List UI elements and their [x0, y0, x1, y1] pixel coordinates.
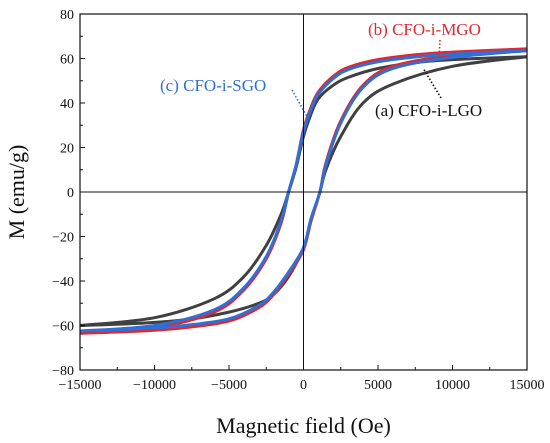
- annotation-layer: (b) CFO-i-MGO (c) CFO-i-SGO (a) CFO-i-LGO: [160, 20, 482, 121]
- x-tick-label: 15000: [510, 378, 545, 393]
- y-axis-title: M (emu/g): [4, 145, 29, 240]
- x-tick-label: −5000: [211, 378, 247, 393]
- annotation-leader-line: [422, 67, 442, 99]
- x-tick-label: 10000: [435, 378, 470, 393]
- y-tick-label: −20: [52, 231, 74, 246]
- axes-layer: −15000 −10000 −5000 0 5000 10000 15000 −80 −60 −4…: [4, 8, 545, 438]
- series-2-lower-branch: [79, 49, 528, 333]
- series-annotation-label: (a) CFO-i-LGO: [375, 101, 482, 120]
- annotation-leader-line: [438, 39, 441, 59]
- y-tick-label: −60: [52, 320, 74, 335]
- y-tick-label: 0: [67, 186, 74, 201]
- x-tick-label: −15000: [59, 378, 102, 393]
- y-tick-label: 20: [60, 142, 74, 157]
- x-tick-label: 5000: [364, 378, 392, 393]
- x-axis-title: Magnetic field (Oe): [216, 413, 391, 438]
- y-tick-label: −80: [52, 364, 74, 379]
- y-tick-label: 80: [60, 8, 74, 23]
- annotation-leader-line: [291, 89, 310, 121]
- y-tick-label: 40: [60, 97, 74, 112]
- series-annotation-label: (b) CFO-i-MGO: [368, 20, 481, 39]
- x-tick-label: −10000: [133, 378, 176, 393]
- x-tick-label: 0: [300, 378, 307, 393]
- y-tick-label: 60: [60, 53, 74, 68]
- y-tick-label: −40: [52, 275, 74, 290]
- series-annotation-label: (c) CFO-i-SGO: [160, 76, 266, 95]
